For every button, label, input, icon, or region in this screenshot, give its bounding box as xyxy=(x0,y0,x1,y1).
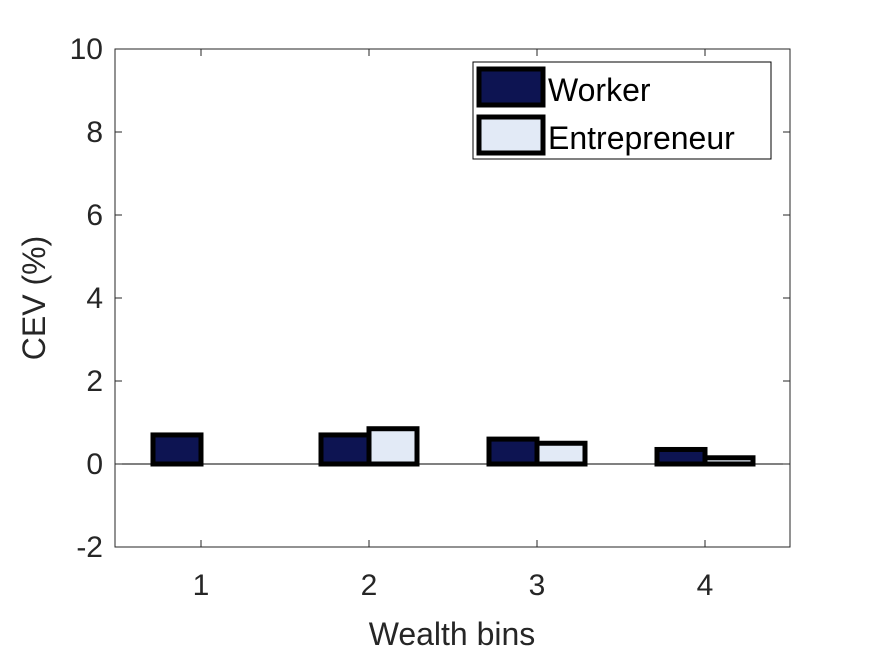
bar-entrepreneur-4 xyxy=(702,455,756,467)
y-tick-label: 0 xyxy=(86,448,103,481)
y-tick-label: 2 xyxy=(86,365,103,398)
y-tick-label: 6 xyxy=(86,199,103,232)
bar-worker-1 xyxy=(150,432,204,467)
bar-entrepreneur-2 xyxy=(366,426,420,467)
y-tick-label: 10 xyxy=(70,33,103,66)
x-axis: 1 2 3 4 xyxy=(193,49,714,602)
bar-worker-3 xyxy=(486,436,540,467)
legend-swatch-entrepreneur xyxy=(476,114,546,156)
x-axis-title: Wealth bins xyxy=(369,616,536,652)
x-tick-label: 1 xyxy=(193,569,210,602)
x-tick-label: 3 xyxy=(529,569,546,602)
legend-label-worker: Worker xyxy=(548,72,651,108)
legend-label-entrepreneur: Entrepreneur xyxy=(548,120,735,156)
y-tick-label: -2 xyxy=(76,531,103,564)
legend-swatch-worker xyxy=(476,66,546,108)
x-tick-label: 4 xyxy=(697,569,714,602)
x-tick-label: 2 xyxy=(361,569,378,602)
bar-worker-4 xyxy=(654,446,708,467)
legend: Worker Entrepreneur xyxy=(472,61,772,160)
y-tick-label: 8 xyxy=(86,116,103,149)
bar-entrepreneur-3 xyxy=(534,440,588,467)
y-axis: -2 0 2 4 6 8 10 xyxy=(70,33,790,564)
bar-worker-2 xyxy=(318,432,372,467)
y-tick-label: 4 xyxy=(86,282,103,315)
y-axis-title: CEV (%) xyxy=(16,236,52,360)
